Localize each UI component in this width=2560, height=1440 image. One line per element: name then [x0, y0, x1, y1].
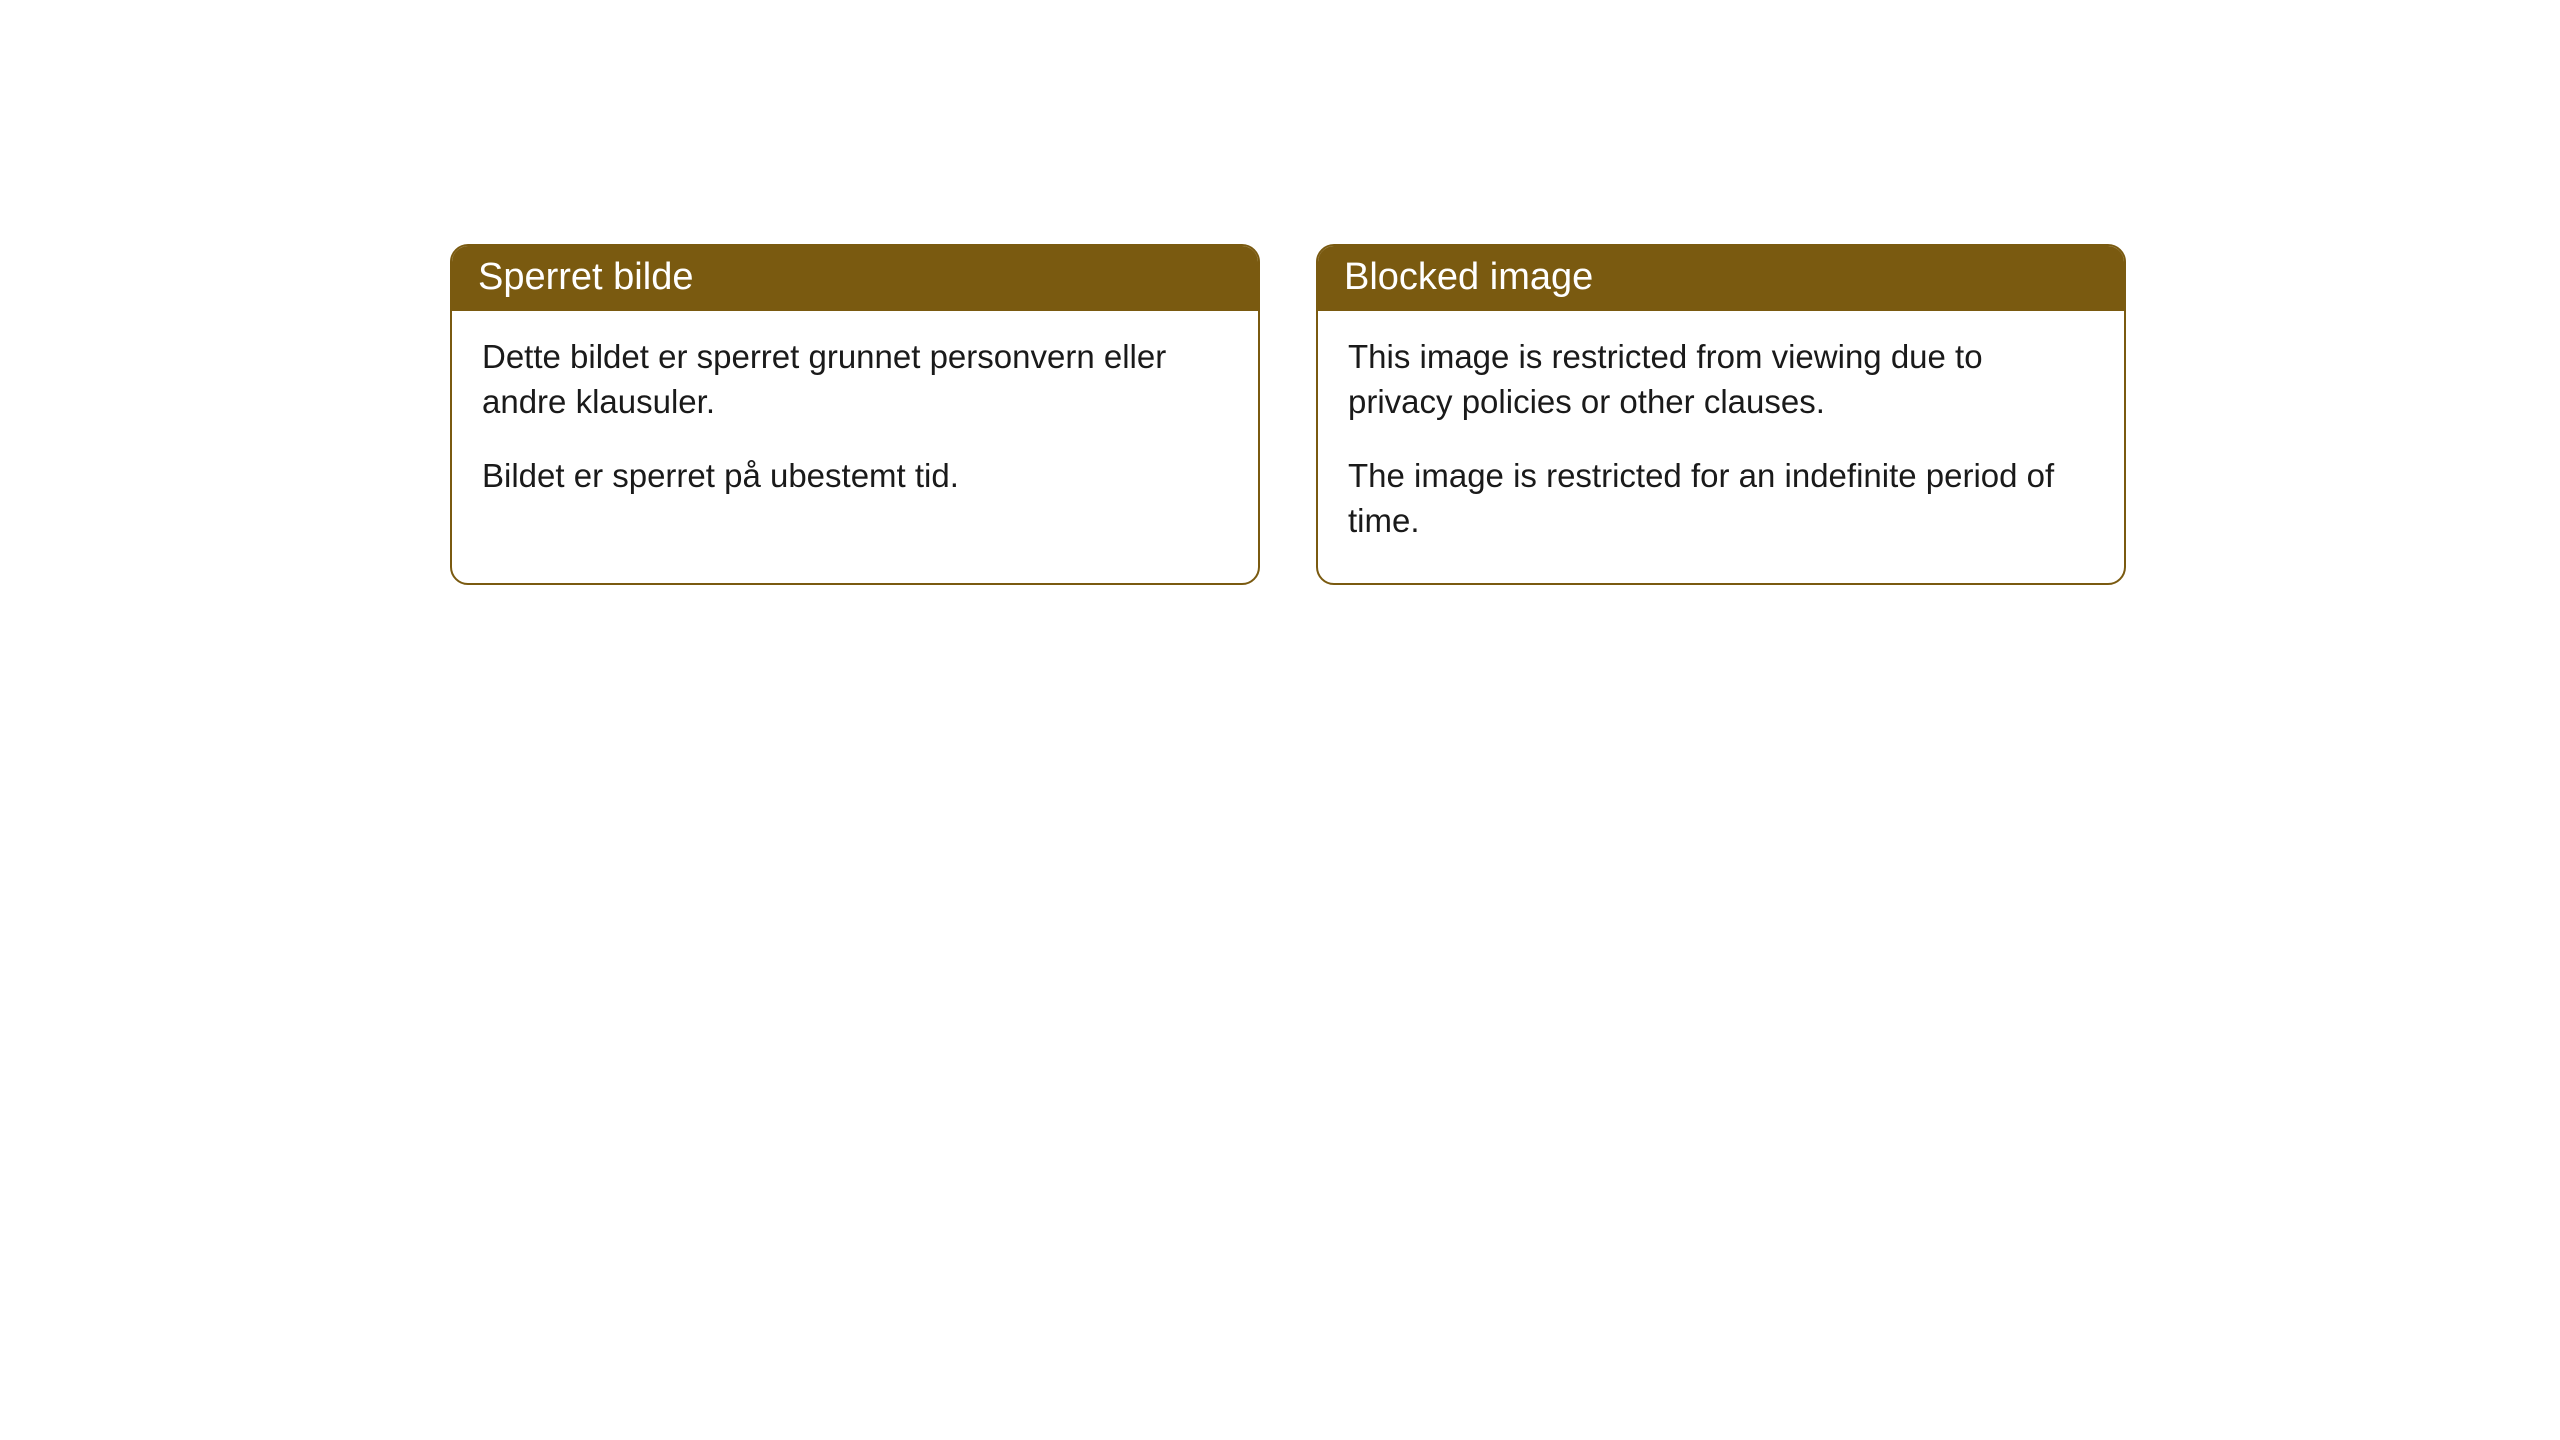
notice-paragraph: Bildet er sperret på ubestemt tid. [482, 454, 1228, 499]
notice-paragraph: Dette bildet er sperret grunnet personve… [482, 335, 1228, 424]
notice-card-norwegian: Sperret bilde Dette bildet er sperret gr… [450, 244, 1260, 585]
card-body: This image is restricted from viewing du… [1318, 311, 2124, 583]
card-header: Blocked image [1318, 246, 2124, 311]
notice-paragraph: The image is restricted for an indefinit… [1348, 454, 2094, 543]
notice-container: Sperret bilde Dette bildet er sperret gr… [0, 0, 2560, 585]
card-header: Sperret bilde [452, 246, 1258, 311]
notice-paragraph: This image is restricted from viewing du… [1348, 335, 2094, 424]
card-body: Dette bildet er sperret grunnet personve… [452, 311, 1258, 539]
notice-card-english: Blocked image This image is restricted f… [1316, 244, 2126, 585]
